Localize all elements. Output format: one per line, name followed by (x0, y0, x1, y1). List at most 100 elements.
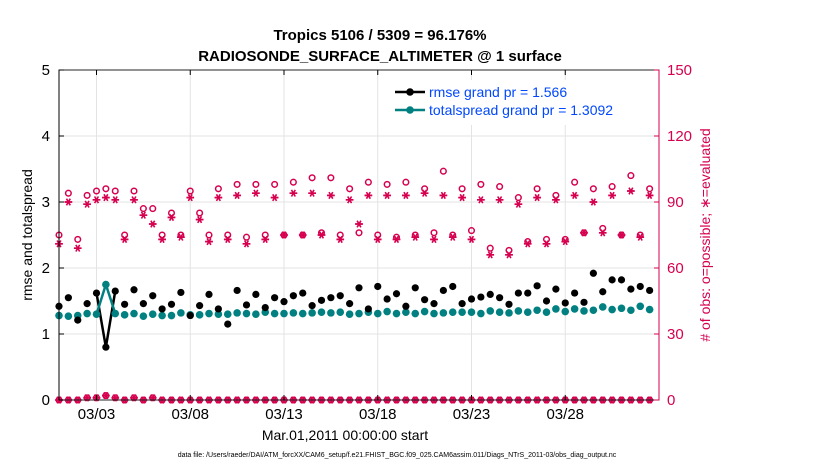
x-tick-label: 03/08 (171, 406, 209, 423)
spread-point (177, 309, 185, 317)
rmse-point (205, 290, 213, 298)
obs-possible-point (430, 229, 438, 237)
obs-possible-point (139, 205, 147, 213)
spread-point (486, 307, 495, 315)
rmse-point (383, 295, 391, 303)
spread-point (402, 308, 410, 317)
rmse-point (74, 316, 82, 324)
spread-point (533, 306, 541, 315)
obs-evaluated-point (448, 233, 457, 241)
spread-point (505, 309, 513, 317)
obs-evaluated-point (214, 193, 223, 202)
obs-evaluated-point (120, 235, 129, 244)
spread-point (570, 305, 579, 313)
rmse-point (64, 294, 72, 302)
rmse-point (374, 282, 382, 291)
obs-possible-point (252, 180, 260, 188)
obs-possible-point (514, 194, 522, 202)
x-axis-label: Mar.01,2011 00:00:00 start (262, 427, 428, 443)
rmse-point (421, 296, 429, 304)
obs-possible-point (533, 185, 541, 193)
obs-possible-point (599, 224, 607, 232)
obs-evaluated-point (158, 235, 166, 244)
obs-evaluated-point (561, 237, 570, 246)
rmse-point (496, 294, 504, 302)
spread-point (233, 309, 241, 317)
obs-evaluated-point (73, 244, 82, 252)
obs-evaluated-point (383, 191, 391, 200)
spread-point (477, 309, 485, 318)
rmse-point (552, 285, 560, 293)
y-right-tick-label: 120 (667, 128, 692, 145)
rmse-point (646, 286, 654, 295)
obs-possible-point (92, 187, 101, 195)
spread-point (242, 309, 251, 318)
obs-evaluated-point (552, 196, 560, 204)
rmse-point (224, 320, 232, 328)
spread-point (617, 304, 626, 313)
obs-evaluated-point (345, 196, 354, 204)
obs-evaluated-point (280, 231, 288, 239)
obs-evaluated-point (477, 196, 485, 204)
obs-evaluated-point (636, 233, 645, 241)
spread-point (223, 310, 232, 319)
obs-possible-point (205, 231, 213, 239)
obs-possible-point (589, 185, 597, 193)
rmse-point (327, 294, 335, 302)
spread-point (355, 309, 363, 318)
rmse-point (449, 282, 457, 291)
obs-evaluated-point (627, 187, 635, 195)
obs-possible-point (261, 231, 269, 239)
rmse-point (130, 286, 138, 294)
y-left-tick-label: 3 (42, 194, 50, 211)
rmse-point (196, 302, 204, 310)
x-tick-label: 03/23 (453, 406, 491, 423)
spread-point (252, 310, 260, 319)
rmse-point (167, 300, 176, 308)
obs-possible-point (646, 185, 654, 193)
footnote: data file: /Users/raeder/DAI/ATM_forcXX/… (178, 452, 617, 459)
rmse-point (271, 294, 279, 302)
obs-possible-point (542, 235, 551, 243)
rmse-point (542, 297, 551, 305)
spread-point (608, 305, 616, 314)
obs-possible-point (289, 178, 297, 186)
obs-possible-point (505, 246, 513, 254)
y-right-tick-label: 0 (667, 392, 675, 409)
spread-point (580, 307, 588, 315)
spread-point (392, 309, 401, 318)
obs-evaluated-point (205, 237, 213, 246)
rmse-point (111, 287, 119, 295)
y-left-tick-label: 4 (42, 128, 50, 145)
rmse-point (177, 288, 185, 297)
spread-point (280, 309, 288, 318)
spread-point (467, 308, 476, 317)
obs-evaluated-point (195, 215, 204, 224)
obs-evaluated-point (327, 191, 335, 200)
rmse-point (242, 301, 251, 309)
rmse-point (392, 290, 401, 298)
rmse-point (102, 343, 110, 351)
obs-possible-point (196, 209, 204, 217)
obs-evaluated-point (533, 193, 541, 202)
spread-point (645, 305, 654, 314)
spread-point (598, 303, 607, 311)
rmse-point (477, 293, 485, 301)
x-tick-label: 03/13 (265, 406, 303, 423)
rmse-point (571, 289, 579, 297)
obs-possible-point (355, 229, 363, 237)
rmse-point (486, 290, 494, 298)
obs-evaluated-point (617, 231, 626, 239)
rmse-point (364, 305, 372, 313)
rmse-point (505, 300, 513, 308)
rmse-point (514, 289, 522, 297)
spread-point (102, 280, 110, 289)
rmse-point (355, 284, 363, 292)
obs-possible-point (336, 231, 344, 239)
spread-point (430, 309, 438, 318)
obs-evaluated-point (411, 233, 420, 241)
obs-possible-point (74, 235, 82, 243)
spread-point (411, 309, 420, 318)
spread-point (523, 308, 532, 317)
obs-evaluated-point (439, 191, 448, 200)
